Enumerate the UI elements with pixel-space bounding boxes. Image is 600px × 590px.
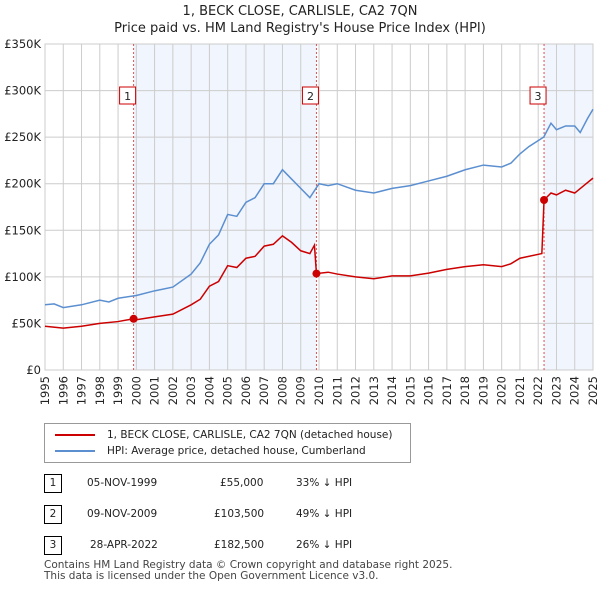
legend-swatch-red [55, 434, 95, 436]
x-tick-label: 1998 [93, 376, 107, 405]
sale-number: 2 [44, 505, 62, 524]
sale-price: £55,000 [220, 477, 264, 489]
table-row: 1 05-NOV-1999 £55,000 33% ↓ HPI [44, 474, 444, 494]
x-tick-label: 2002 [166, 376, 180, 405]
sale-label-box [529, 86, 547, 105]
x-tick-label: 2025 [586, 376, 600, 405]
price-chart: £0 £50K £100K £150K £200K £250K £300K £350K 1995… [4, 37, 600, 405]
x-tick-label: 2010 [312, 376, 326, 405]
x-tick-label: 2024 [568, 376, 582, 405]
sale-hpi-diff: 26% ↓ HPI [296, 539, 353, 551]
sale-number: 1 [44, 474, 62, 493]
legend: 1, BECK CLOSE, CARLISLE, CA2 7QN (detach… [44, 423, 411, 463]
x-tick-label: 1997 [75, 376, 89, 405]
x-tick-label: 2004 [202, 376, 216, 405]
y-tick-label: £300K [4, 84, 41, 98]
y-tick-label: £0 [26, 363, 41, 377]
x-tick-label: 2013 [367, 376, 381, 405]
x-tick-label: 2005 [221, 376, 235, 405]
sale-price: £182,500 [214, 539, 265, 551]
x-tick-label: 2015 [403, 376, 417, 405]
sale-date: 09-NOV-2009 [87, 508, 158, 520]
footer: Contains HM Land Registry data © Crown c… [44, 560, 452, 582]
property-price-line [44, 177, 594, 329]
x-tick-label: 2006 [239, 376, 253, 405]
y-tick-label: £200K [4, 177, 41, 191]
legend-label: HPI: Average price, detached house, Cumb… [107, 445, 366, 457]
sale-hpi-diff: 49% ↓ HPI [296, 508, 353, 520]
copyright-text: Contains HM Land Registry data © Crown c… [44, 559, 453, 571]
chart-title: 1, BECK CLOSE, CARLISLE, CA2 7QN [182, 4, 418, 19]
sale-label: 1 [124, 90, 131, 103]
sale-price: £103,500 [214, 508, 265, 520]
y-tick-label: £350K [4, 37, 41, 51]
x-tick-label: 2007 [257, 376, 271, 405]
x-tick-label: 2021 [513, 376, 527, 405]
x-tick-label: 2023 [549, 376, 563, 405]
table-row: 2 09-NOV-2009 £103,500 49% ↓ HPI [44, 505, 444, 525]
sale-number: 3 [44, 536, 62, 555]
license-text: This data is licensed under the Open Gov… [44, 570, 379, 582]
y-tick-label: £150K [4, 223, 41, 237]
x-tick-label: 2017 [440, 376, 454, 405]
sale-date: 05-NOV-1999 [87, 477, 158, 489]
sale-label: 2 [307, 90, 314, 103]
sale-label-box [301, 86, 319, 105]
legend-label: 1, BECK CLOSE, CARLISLE, CA2 7QN (detach… [107, 429, 393, 441]
legend-swatch-blue [55, 450, 95, 452]
x-tick-label: 2016 [422, 376, 436, 405]
sale-hpi-diff: 33% ↓ HPI [296, 477, 353, 489]
x-tick-label: 2008 [275, 376, 289, 405]
legend-item-hpi: HPI: Average price, detached house, Cumb… [55, 445, 366, 457]
legend-item-property: 1, BECK CLOSE, CARLISLE, CA2 7QN (detach… [55, 429, 392, 441]
x-tick-label: 2020 [495, 376, 509, 405]
chart-subtitle: Price paid vs. HM Land Registry's House … [114, 21, 486, 36]
sale-point [129, 314, 138, 323]
sale-point [312, 269, 321, 278]
table-row: 3 28-APR-2022 £182,500 26% ↓ HPI [44, 536, 444, 556]
x-tick-label: 1995 [38, 376, 52, 405]
sale-label: 3 [535, 90, 542, 103]
x-tick-label: 2001 [148, 376, 162, 405]
sale-point [540, 196, 549, 205]
x-tick-label: 2009 [294, 376, 308, 405]
x-tick-label: 2011 [330, 376, 344, 405]
x-tick-label: 2022 [531, 376, 545, 405]
x-tick-label: 2000 [129, 376, 143, 405]
hpi-line [44, 108, 594, 309]
sale-date: 28-APR-2022 [90, 539, 158, 551]
y-tick-label: £250K [4, 130, 41, 144]
y-tick-label: £100K [4, 270, 41, 284]
x-tick-label: 1999 [111, 376, 125, 405]
y-tick-label: £50K [12, 316, 42, 330]
sale-label-box [119, 86, 137, 105]
x-tick-label: 2003 [184, 376, 198, 405]
plot-border [44, 43, 594, 371]
x-tick-label: 2014 [385, 376, 399, 405]
shaded-range [544, 44, 593, 370]
x-tick-label: 1996 [56, 376, 70, 405]
x-tick-label: 2018 [458, 376, 472, 405]
x-tick-label: 2012 [349, 376, 363, 405]
shaded-range [133, 44, 317, 370]
x-tick-label: 2019 [476, 376, 490, 405]
